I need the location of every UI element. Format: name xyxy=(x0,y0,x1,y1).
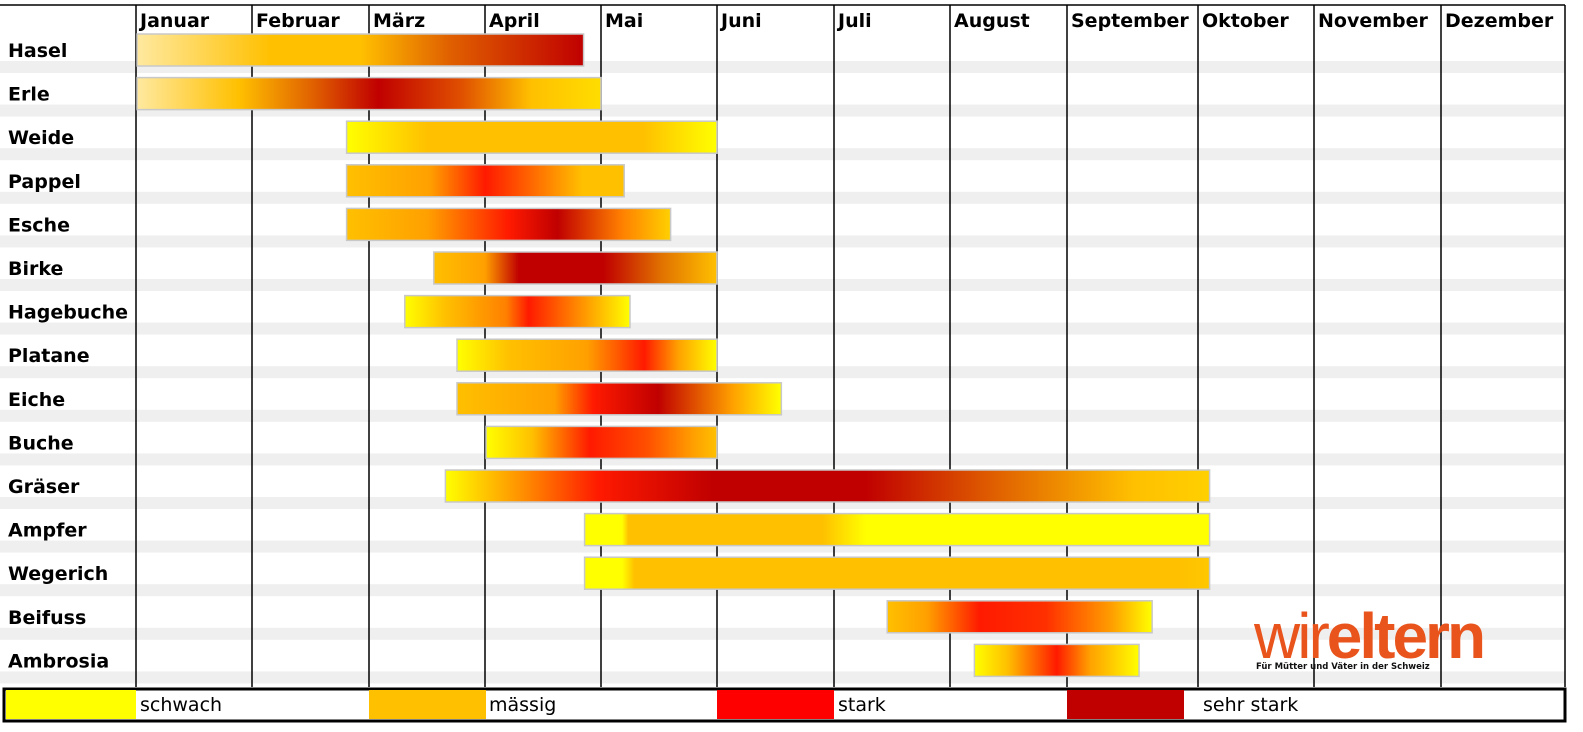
month-labels: Januar Februar März April Mai Juni Juli August S… xyxy=(138,10,1554,32)
row-bands xyxy=(0,61,1565,684)
legend-label: stark xyxy=(838,694,886,716)
plant-label: Ambrosia xyxy=(8,650,109,672)
row-band xyxy=(0,191,1565,204)
legend-swatch xyxy=(369,690,486,719)
pollen-bar xyxy=(433,251,718,285)
pollen-bar xyxy=(444,469,1211,503)
pollen-bar xyxy=(973,643,1140,678)
month-label: März xyxy=(373,10,425,32)
pollen-bar xyxy=(345,164,625,198)
pollen-bar xyxy=(583,512,1211,547)
row-band xyxy=(0,409,1565,422)
plant-labels: Hasel Erle Weide Pappel Esche Birke Hagebuche P… xyxy=(8,40,128,672)
row-band xyxy=(0,235,1565,248)
month-label: November xyxy=(1318,10,1429,32)
plant-label: Wegerich xyxy=(8,563,108,585)
month-label: August xyxy=(954,10,1030,32)
legend-swatch xyxy=(717,690,834,719)
legend-swatch xyxy=(6,690,136,719)
month-label: Januar xyxy=(138,10,210,32)
month-label: Februar xyxy=(256,10,340,32)
pollen-bar xyxy=(456,382,783,416)
wireltern-logo: wireltern Für Mütter und Väter in der Sc… xyxy=(1254,604,1544,678)
month-label: Mai xyxy=(605,10,643,32)
plant-label: Buche xyxy=(8,432,74,454)
legend-label: mässig xyxy=(489,694,556,716)
legend-swatch xyxy=(1067,690,1184,719)
plant-label: Platane xyxy=(8,345,90,367)
plant-label: Birke xyxy=(8,258,63,280)
plant-label: Eiche xyxy=(8,389,65,411)
row-band xyxy=(0,322,1565,335)
plant-label: Esche xyxy=(8,214,70,236)
legend-label: sehr stark xyxy=(1203,694,1298,716)
row-band xyxy=(0,627,1565,640)
month-label: April xyxy=(489,10,540,32)
legend: schwach mässig stark sehr stark xyxy=(2,687,1567,723)
month-label: September xyxy=(1071,10,1189,32)
pollen-bar xyxy=(583,556,1211,590)
month-label: Oktober xyxy=(1202,10,1289,32)
plant-label: Hagebuche xyxy=(8,302,128,324)
plant-label: Gräser xyxy=(8,476,80,498)
logo-word-light: wir xyxy=(1254,600,1330,672)
month-label: Juni xyxy=(719,10,762,32)
plant-label: Erle xyxy=(8,84,50,106)
legend-label: schwach xyxy=(140,694,222,716)
pollen-bar xyxy=(136,76,602,111)
plant-label: Pappel xyxy=(8,171,81,193)
row-band xyxy=(0,671,1565,684)
row-band xyxy=(0,453,1565,466)
pollen-bar xyxy=(886,600,1153,634)
pollen-bar xyxy=(404,294,631,329)
month-label: Juli xyxy=(836,10,872,32)
plant-label: Beifuss xyxy=(8,607,86,629)
pollen-bar xyxy=(345,120,718,154)
logo-word-bold: eltern xyxy=(1326,600,1486,672)
row-band xyxy=(0,279,1565,291)
plant-label: Hasel xyxy=(8,40,67,62)
plant-label: Ampfer xyxy=(8,520,87,542)
pollen-bar xyxy=(136,33,585,67)
pollen-bar xyxy=(456,338,718,372)
plant-label: Weide xyxy=(8,127,74,149)
logo-wordmark: wireltern xyxy=(1254,604,1486,668)
row-band xyxy=(0,366,1565,379)
pollen-bars xyxy=(136,33,1211,678)
pollen-bar xyxy=(345,207,672,242)
row-band xyxy=(0,148,1565,161)
month-label: Dezember xyxy=(1445,10,1554,32)
logo-tagline: Für Mütter und Väter in der Schweiz xyxy=(1256,662,1430,672)
pollen-bar xyxy=(485,425,718,460)
